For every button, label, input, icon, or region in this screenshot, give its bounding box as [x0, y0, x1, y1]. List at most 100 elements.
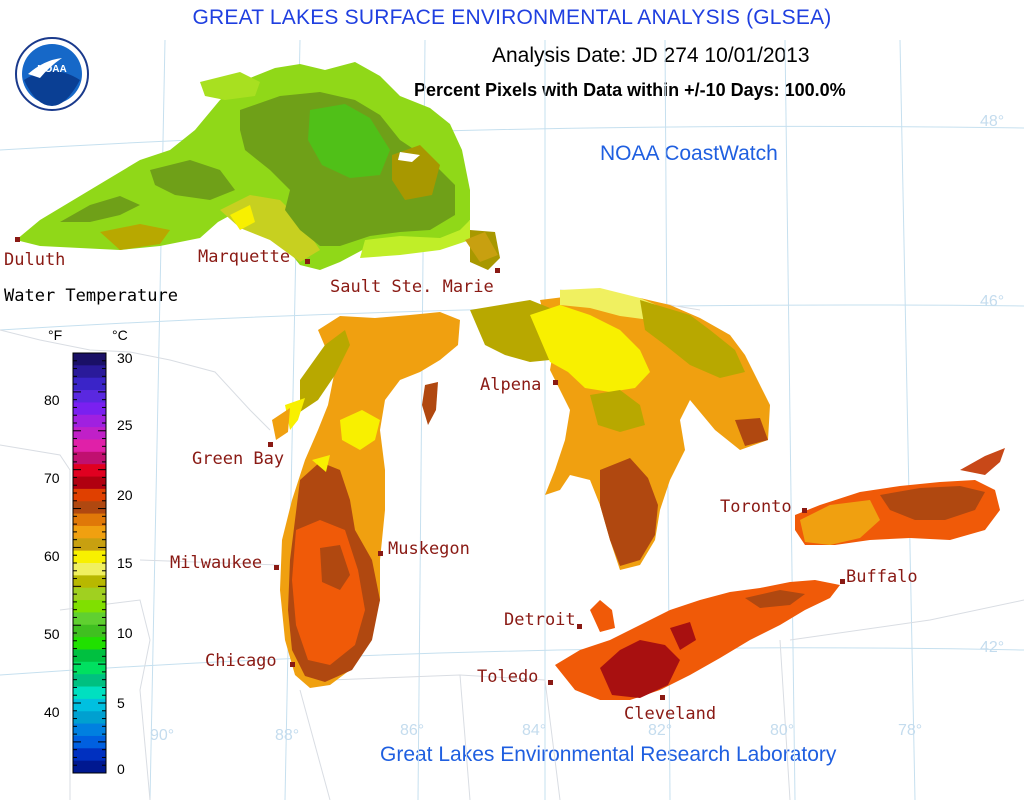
- color-swatch: [73, 686, 106, 700]
- color-swatch: [73, 624, 106, 638]
- city-marker: [378, 551, 383, 556]
- noaa-coastwatch-credit: NOAA CoastWatch: [600, 142, 778, 165]
- color-swatch: [73, 414, 106, 428]
- color-swatch: [73, 402, 106, 416]
- color-swatch: [73, 748, 106, 762]
- f-tick-label: 70: [44, 470, 60, 486]
- color-swatch: [73, 377, 106, 391]
- lake-st-clair: [590, 600, 615, 632]
- lon-label-84: 84°: [522, 722, 546, 739]
- color-swatch: [73, 451, 106, 465]
- color-swatch: [73, 365, 106, 379]
- color-swatch: [73, 723, 106, 737]
- c-tick-label: 30: [117, 350, 133, 366]
- c-tick-label: 10: [117, 625, 133, 641]
- percent-pixels-text: Percent Pixels with Data within +/-10 Da…: [414, 80, 846, 100]
- city-marker: [290, 662, 295, 667]
- color-swatch: [73, 612, 106, 626]
- c-tick-label: 5: [117, 695, 125, 711]
- city-green-bay: Green Bay: [192, 449, 284, 469]
- city-toledo: Toledo: [477, 667, 538, 687]
- city-marker: [553, 380, 558, 385]
- city-marker: [305, 259, 310, 264]
- city-marker: [274, 565, 279, 570]
- color-swatch: [73, 464, 106, 477]
- city-detroit: Detroit: [504, 610, 576, 630]
- color-swatch: [73, 353, 106, 366]
- unit-celsius: °C: [112, 327, 128, 343]
- color-swatch: [73, 637, 106, 650]
- scale-ticks: [73, 352, 106, 774]
- color-swatch: [73, 760, 106, 774]
- c-tick-label: 0: [117, 761, 125, 777]
- city-marquette: Marquette: [198, 247, 290, 267]
- lon-label-82: 82°: [648, 722, 672, 739]
- city-marker: [495, 268, 500, 273]
- color-swatch: [73, 698, 106, 712]
- unit-fahrenheit: °F: [48, 327, 62, 343]
- city-marker: [660, 695, 665, 700]
- color-swatch: [73, 476, 106, 490]
- color-swatch: [73, 587, 106, 601]
- color-swatch: [73, 538, 106, 552]
- city-marker: [548, 680, 553, 685]
- c-tick-label: 25: [117, 417, 133, 433]
- color-bar: [72, 352, 107, 774]
- lake-erie: [555, 580, 840, 700]
- lon-label-78: 78°: [898, 722, 922, 739]
- city-duluth: Duluth: [4, 250, 65, 270]
- color-swatch: [73, 427, 106, 440]
- city-alpena: Alpena: [480, 375, 541, 395]
- color-swatch: [73, 649, 106, 663]
- city-chicago: Chicago: [205, 651, 277, 671]
- lake-ontario: [795, 448, 1005, 545]
- lake-superior: [16, 62, 470, 270]
- color-swatch: [73, 390, 106, 403]
- lat-label-46: 46°: [980, 293, 1004, 310]
- city-sault-ste-marie: Sault Ste. Marie: [330, 277, 494, 297]
- lon-label-80: 80°: [770, 722, 794, 739]
- color-swatch: [73, 575, 106, 589]
- f-tick-label: 60: [44, 548, 60, 564]
- color-swatch: [73, 600, 106, 613]
- lat-label-48: 48°: [980, 113, 1004, 130]
- city-marker: [15, 237, 20, 242]
- c-tick-label: 20: [117, 487, 133, 503]
- color-swatch: [73, 674, 106, 687]
- state-boundaries: [0, 289, 1024, 800]
- city-marker: [577, 624, 582, 629]
- f-tick-label: 80: [44, 392, 60, 408]
- lon-label-88: 88°: [275, 727, 299, 744]
- color-swatch: [73, 513, 106, 527]
- color-swatch: [73, 501, 106, 514]
- color-swatch: [73, 488, 106, 502]
- city-toronto: Toronto: [720, 497, 792, 517]
- color-swatch: [73, 439, 106, 453]
- color-swatch: [73, 661, 106, 675]
- analysis-date: Analysis Date: JD 274 10/01/2013: [492, 44, 810, 67]
- city-buffalo: Buffalo: [846, 567, 918, 587]
- lat-label-42: 42°: [980, 639, 1004, 656]
- city-muskegon: Muskegon: [388, 539, 470, 559]
- city-marker: [840, 579, 845, 584]
- noaa-logo: NOAA: [15, 37, 89, 111]
- lon-label-90: 90°: [150, 727, 174, 744]
- color-swatch: [73, 525, 106, 539]
- color-swatch: [73, 550, 106, 564]
- temperature-scale: °F °C 80 70 60 50 40 30 25 20 15 10 5 0: [44, 327, 133, 777]
- city-marker: [802, 508, 807, 513]
- color-swatch: [73, 563, 106, 576]
- city-labels: Duluth Marquette Sault Ste. Marie Green …: [4, 237, 918, 724]
- city-milwaukee: Milwaukee: [170, 553, 262, 573]
- lon-label-86: 86°: [400, 722, 424, 739]
- city-cleveland: Cleveland: [624, 704, 716, 724]
- color-swatch: [73, 735, 106, 749]
- logo-text: NOAA: [37, 64, 66, 75]
- c-tick-label: 15: [117, 555, 133, 571]
- glerl-credit: Great Lakes Environmental Research Labor…: [380, 743, 837, 766]
- legend-title: Water Temperature: [4, 286, 178, 306]
- color-swatch: [73, 711, 106, 724]
- f-tick-label: 40: [44, 704, 60, 720]
- lake-huron: [465, 230, 770, 570]
